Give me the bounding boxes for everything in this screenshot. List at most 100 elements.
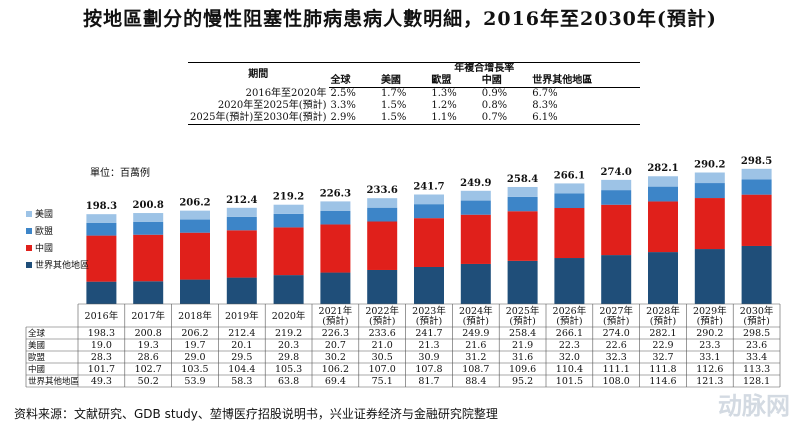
bar-segment [648,186,678,202]
bar-segment [601,179,632,191]
legend-label: 世界其他地區 [35,259,89,271]
cagr-cell: 0.9% [481,88,508,99]
cagr-col-row: 世界其他地區 [530,75,640,88]
bar-segment [460,263,491,304]
bar-segment [648,201,678,253]
x-tick-label: 2023年 [412,305,446,317]
bar-segment [367,269,398,304]
total-label: 219.2 [273,192,304,203]
table-cell-value: 108.7 [462,364,489,375]
bar-segment [554,193,585,209]
bar-segment [320,201,351,211]
table-cell-value: 113.3 [743,364,770,375]
x-tick-label: 2027年 [599,305,633,317]
stacked-bar-chart: 198.3 200.8 206.2 212.4 219.2 226.3 233.6 241.7… [25,156,781,388]
table-cell-value: 258.4 [509,328,536,339]
table-cell-value: 69.4 [325,376,346,387]
table-cell-value: 21.6 [465,340,486,351]
table-cell-value: 33.4 [746,352,767,363]
bar-segment [601,190,632,205]
x-tick-label: (預計) [556,315,582,327]
table-cell-value: 112.6 [696,364,723,375]
table-cell-value: 102.7 [135,364,162,375]
bar-segment [460,190,491,201]
cagr-header-period: 期間 [188,62,329,88]
table-cell-value: 198.3 [88,328,115,339]
table-cell-value: 105.3 [275,364,302,375]
bar-segment [133,281,164,304]
table-cell-value: 29.0 [184,352,205,363]
x-tick-label: 2020年 [272,310,306,322]
x-tick-label: (預計) [697,315,723,327]
legend-label: 中國 [35,242,53,254]
x-tick-label: 2028年 [646,305,680,317]
cagr-row-period: 2025年(預計)至2030年(預計) [188,112,329,125]
cagr-table: 期間 年複合增長率 全球 美國 歐盟 中國 世界其他地區 2016年至2020年… [188,62,640,125]
bar-segment [86,214,117,223]
total-label: 241.7 [413,182,444,193]
table-cell-value: 22.9 [652,340,673,351]
bar-segment [414,266,444,304]
table-cell-value: 30.5 [372,352,393,363]
table-cell-value: 21.9 [512,340,533,351]
bar-segment [507,211,538,261]
bar-segment [554,258,585,304]
bar-segment [601,204,632,256]
cagr-cell: 1.2% [431,100,457,111]
x-tick-label: (預計) [416,315,442,327]
x-tick-label: (預計) [463,315,489,327]
table-cell-value: 32.7 [652,352,673,363]
bar-segment [694,183,725,199]
cagr-cell: 6.7% [532,88,558,99]
x-tick-label: (預計) [322,315,348,327]
total-label: 233.6 [367,185,398,196]
table-cell-value: 114.6 [649,376,676,387]
table-cell-value: 58.3 [231,376,252,387]
table-cell-value: 22.3 [559,340,580,351]
unit-label: 單位：百萬例 [90,168,150,179]
total-label: 212.4 [226,195,257,206]
x-tick-label: (預計) [650,315,676,327]
legend-swatch [26,245,32,251]
bar-segment [414,218,444,267]
table-cell-value: 104.4 [228,364,255,375]
cagr-cell: 1.3% [431,88,457,99]
bar-segment [320,272,351,304]
bar-segment [273,204,304,214]
bar-segment [601,255,632,304]
bar-segment [367,221,398,270]
table-cell-value: 20.3 [278,340,299,351]
table-cell-value: 241.7 [415,328,442,339]
table-cell-value: 81.7 [418,376,439,387]
total-label: 298.5 [741,156,772,167]
table-cell-value: 29.5 [231,352,252,363]
table-row-label: 中國 [28,364,45,375]
x-tick-label: (預計) [509,315,535,327]
table-cell-value: 107.8 [415,364,442,375]
total-label: 258.4 [507,174,538,185]
table-cell-value: 23.6 [746,340,767,351]
table-cell-value: 298.5 [743,328,770,339]
x-tick-label: (預計) [603,315,629,327]
table-cell-value: 33.1 [699,352,720,363]
total-label: 282.1 [647,163,678,174]
table-row-label: 歐盟 [28,352,46,363]
table-cell-value: 111.1 [603,364,630,375]
table-cell-value: 110.4 [556,364,583,375]
cagr-row: 2020年至2025年(預計) 3.3% 1.5% 1.2% 0.8% 8.3% [188,100,640,112]
table-cell-value: 107.0 [369,364,396,375]
table-cell-value: 219.2 [275,328,302,339]
x-tick-label: 2025年 [506,305,540,317]
bar-segment [320,224,351,273]
table-cell-value: 20.1 [231,340,252,351]
cagr-col-us: 美國 [378,75,430,88]
total-label: 226.3 [320,188,351,199]
bar-segment [367,207,398,222]
table-cell-value: 249.9 [462,328,489,339]
bar-segment [741,179,772,195]
bar-segment [273,227,304,276]
cagr-col-eu: 歐盟 [429,75,480,88]
x-tick-label: 2017年 [131,310,165,322]
cagr-cell: 0.7% [479,112,531,125]
table-cell-value: 200.8 [135,328,162,339]
